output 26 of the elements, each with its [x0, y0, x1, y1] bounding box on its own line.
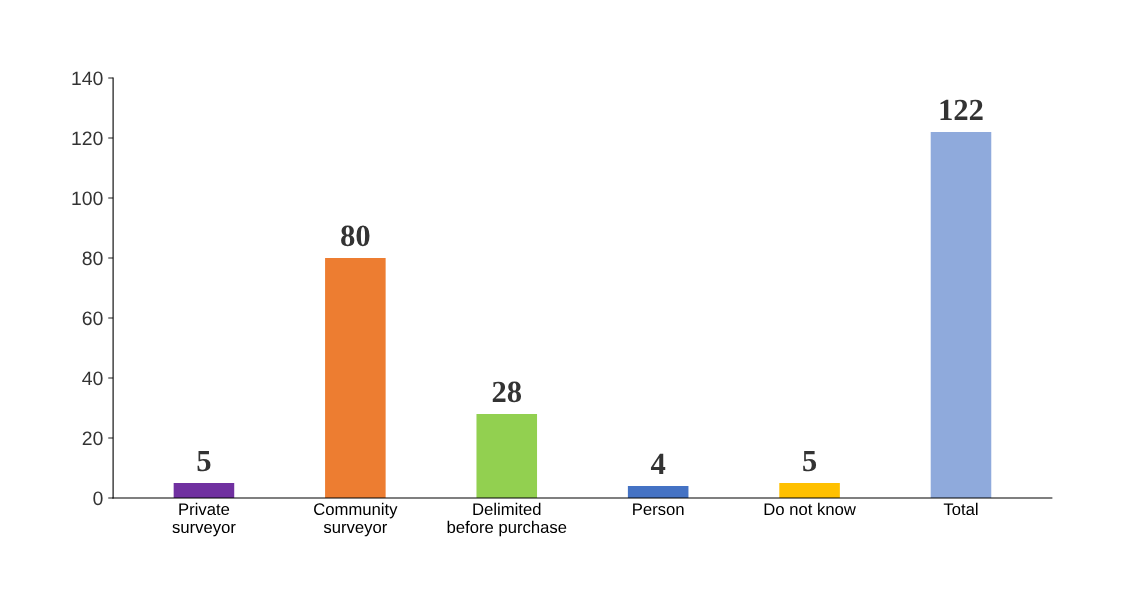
- bar: [173, 483, 235, 498]
- data-label: 4: [650, 453, 666, 474]
- bar: [779, 483, 840, 498]
- data-label: 5: [197, 450, 211, 472]
- y-tick-label: 80: [82, 251, 103, 266]
- y-tick-label: 40: [82, 371, 103, 386]
- x-tick-label: Person: [633, 503, 684, 516]
- data-label: 122: [940, 99, 983, 120]
- x-tick-label: Total: [943, 502, 978, 516]
- bar: [476, 414, 538, 498]
- data-label: 80: [341, 225, 370, 247]
- bar: [325, 258, 386, 498]
- y-tick-label: 140: [72, 71, 103, 86]
- y-tick-label: 100: [72, 191, 103, 206]
- y-tick-label: 120: [72, 131, 103, 146]
- data-label: 5: [803, 450, 817, 472]
- y-tick-label: 60: [82, 311, 103, 326]
- data-label: 28: [492, 381, 522, 403]
- y-tick-label: 0: [93, 491, 103, 506]
- bar: [627, 486, 689, 498]
- x-tick-label: Do not know: [764, 502, 856, 516]
- y-tick-label: 20: [82, 431, 103, 446]
- x-tick-label: Delimited before purchase: [447, 502, 567, 537]
- x-tick-label: Community surveyor: [314, 502, 398, 537]
- bar: [930, 132, 992, 498]
- x-tick-label: Private surveyor: [172, 502, 236, 537]
